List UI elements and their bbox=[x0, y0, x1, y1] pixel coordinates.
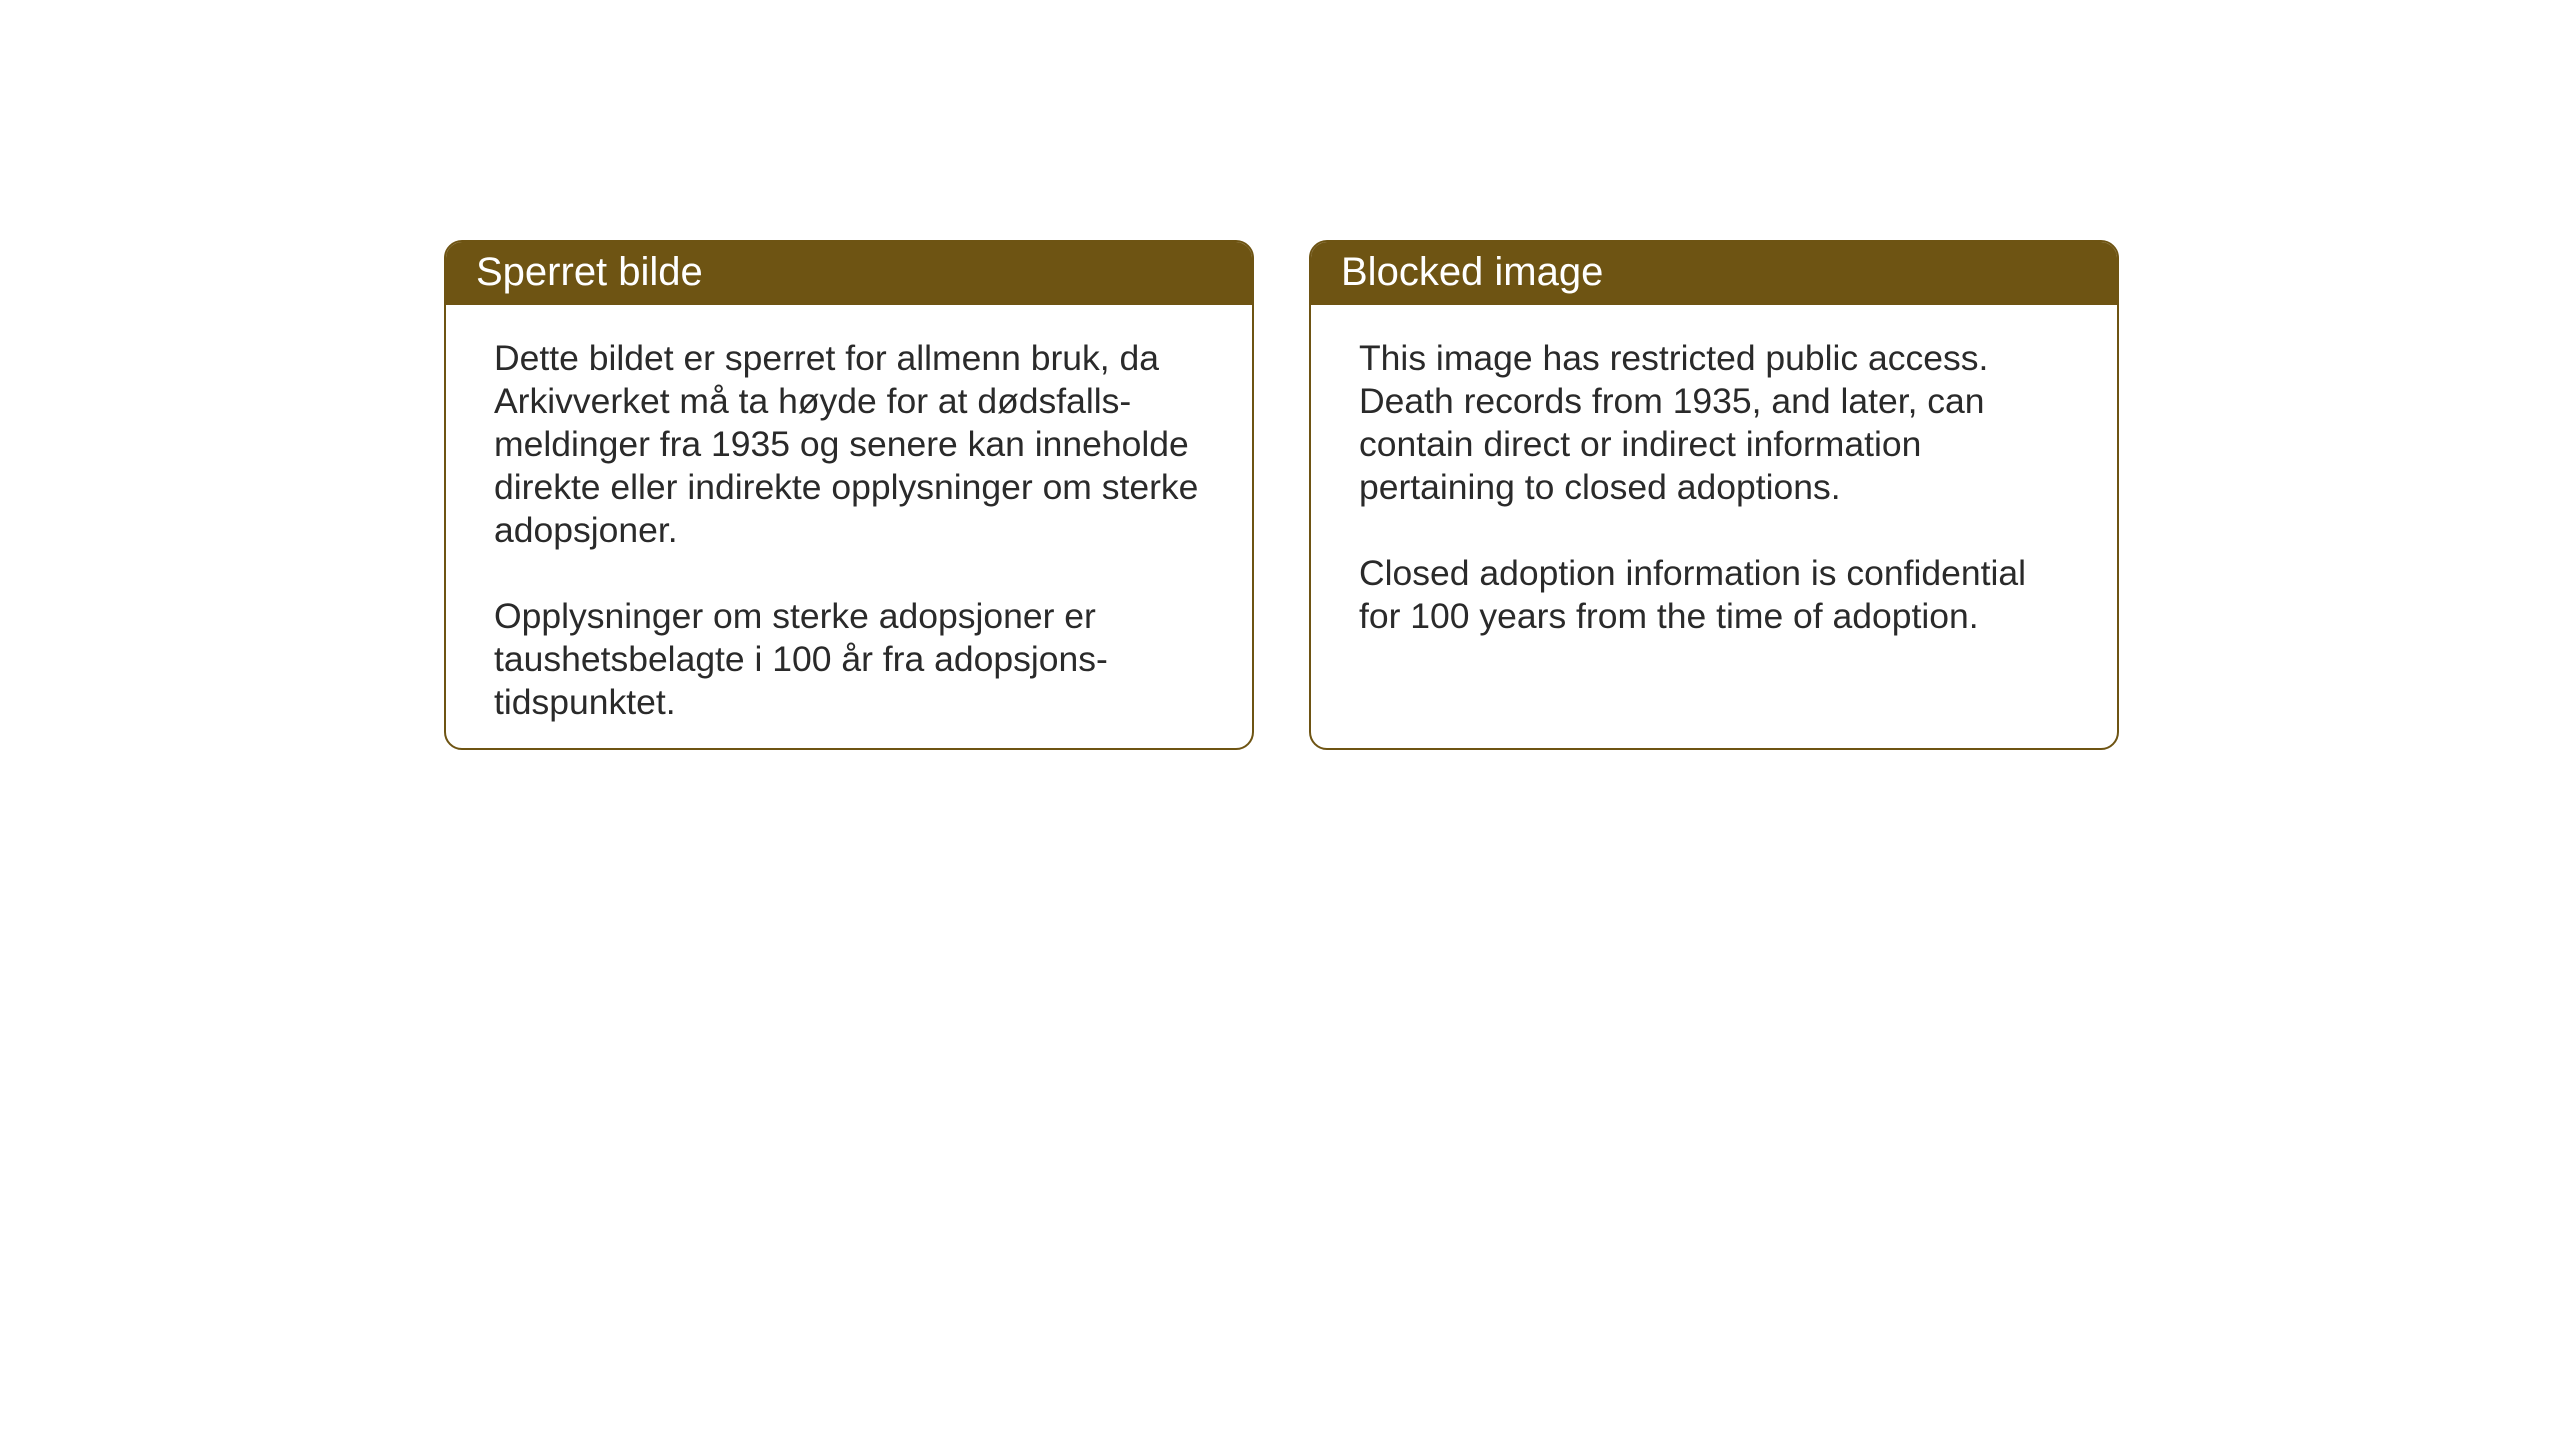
notice-body-english: This image has restricted public access.… bbox=[1311, 305, 2117, 670]
notice-card-english: Blocked image This image has restricted … bbox=[1309, 240, 2119, 750]
notice-card-norwegian: Sperret bilde Dette bildet er sperret fo… bbox=[444, 240, 1254, 750]
notice-title-english: Blocked image bbox=[1341, 250, 1603, 294]
notice-paragraph-1-norwegian: Dette bildet er sperret for allmenn bruk… bbox=[494, 337, 1204, 552]
notice-container: Sperret bilde Dette bildet er sperret fo… bbox=[444, 240, 2119, 750]
notice-title-norwegian: Sperret bilde bbox=[476, 250, 703, 294]
notice-paragraph-2-norwegian: Opplysninger om sterke adopsjoner er tau… bbox=[494, 595, 1204, 724]
notice-header-english: Blocked image bbox=[1311, 242, 2117, 305]
notice-header-norwegian: Sperret bilde bbox=[446, 242, 1252, 305]
notice-paragraph-2-english: Closed adoption information is confident… bbox=[1359, 552, 2069, 638]
notice-body-norwegian: Dette bildet er sperret for allmenn bruk… bbox=[446, 305, 1252, 750]
notice-paragraph-1-english: This image has restricted public access.… bbox=[1359, 337, 2069, 509]
